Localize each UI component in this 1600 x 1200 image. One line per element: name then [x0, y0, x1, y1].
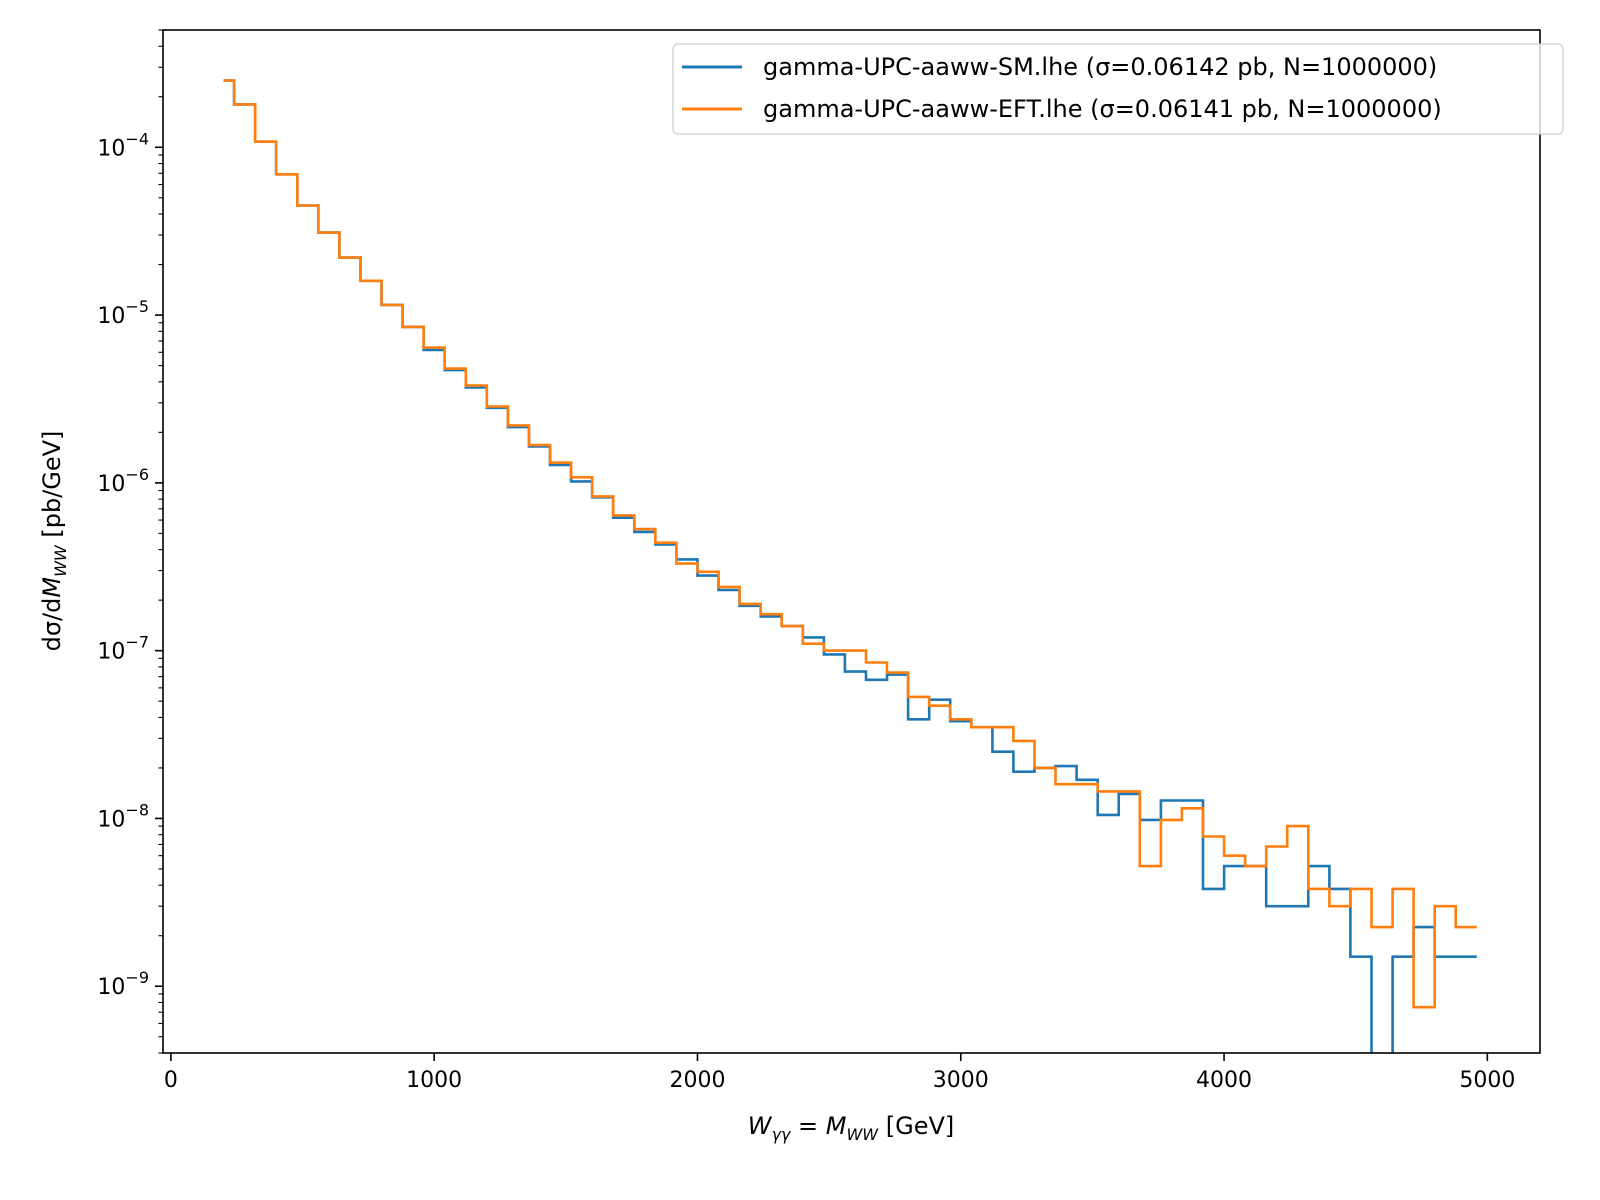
y-tick-label: 10−5 — [97, 297, 149, 329]
x-axis-title: Wγγ = MWW [GeV] — [748, 1112, 955, 1144]
x-tick-label: 0 — [164, 1068, 178, 1093]
x-tick-label: 4000 — [1196, 1068, 1252, 1093]
x-tick-label: 1000 — [406, 1068, 462, 1093]
axes-frame — [162, 29, 1541, 1054]
x-tick-label: 5000 — [1459, 1068, 1515, 1093]
y-tick-label: 10−4 — [97, 129, 149, 161]
tick-labels: 0 1000 2000 3000 4000 5000 10−9 10−8 10−7 10−6 10−… — [97, 129, 1515, 1093]
legend: gamma-UPC-aaww-SM.lhe (σ=0.06142 pb, N=1… — [672, 43, 1564, 135]
y-tick-label: 10−9 — [97, 968, 149, 1000]
y-axis-title: dσ/dMWW [pb/GeV] — [38, 431, 70, 652]
plot-area — [163, 30, 1540, 1053]
y-tick-label: 10−8 — [97, 800, 149, 832]
x-tick-label: 3000 — [933, 1068, 989, 1093]
series-eft-line — [223, 79, 1477, 1009]
series-group — [223, 79, 1477, 1053]
legend-box — [672, 43, 1564, 135]
legend-label-sm: gamma-UPC-aaww-SM.lhe (σ=0.06142 pb, N=1… — [763, 53, 1437, 81]
y-tick-label: 10−7 — [97, 633, 149, 665]
y-tick-label: 10−6 — [97, 465, 149, 497]
x-tick-label: 2000 — [669, 1068, 725, 1093]
legend-label-eft: gamma-UPC-aaww-EFT.lhe (σ=0.06141 pb, N=… — [763, 95, 1442, 123]
